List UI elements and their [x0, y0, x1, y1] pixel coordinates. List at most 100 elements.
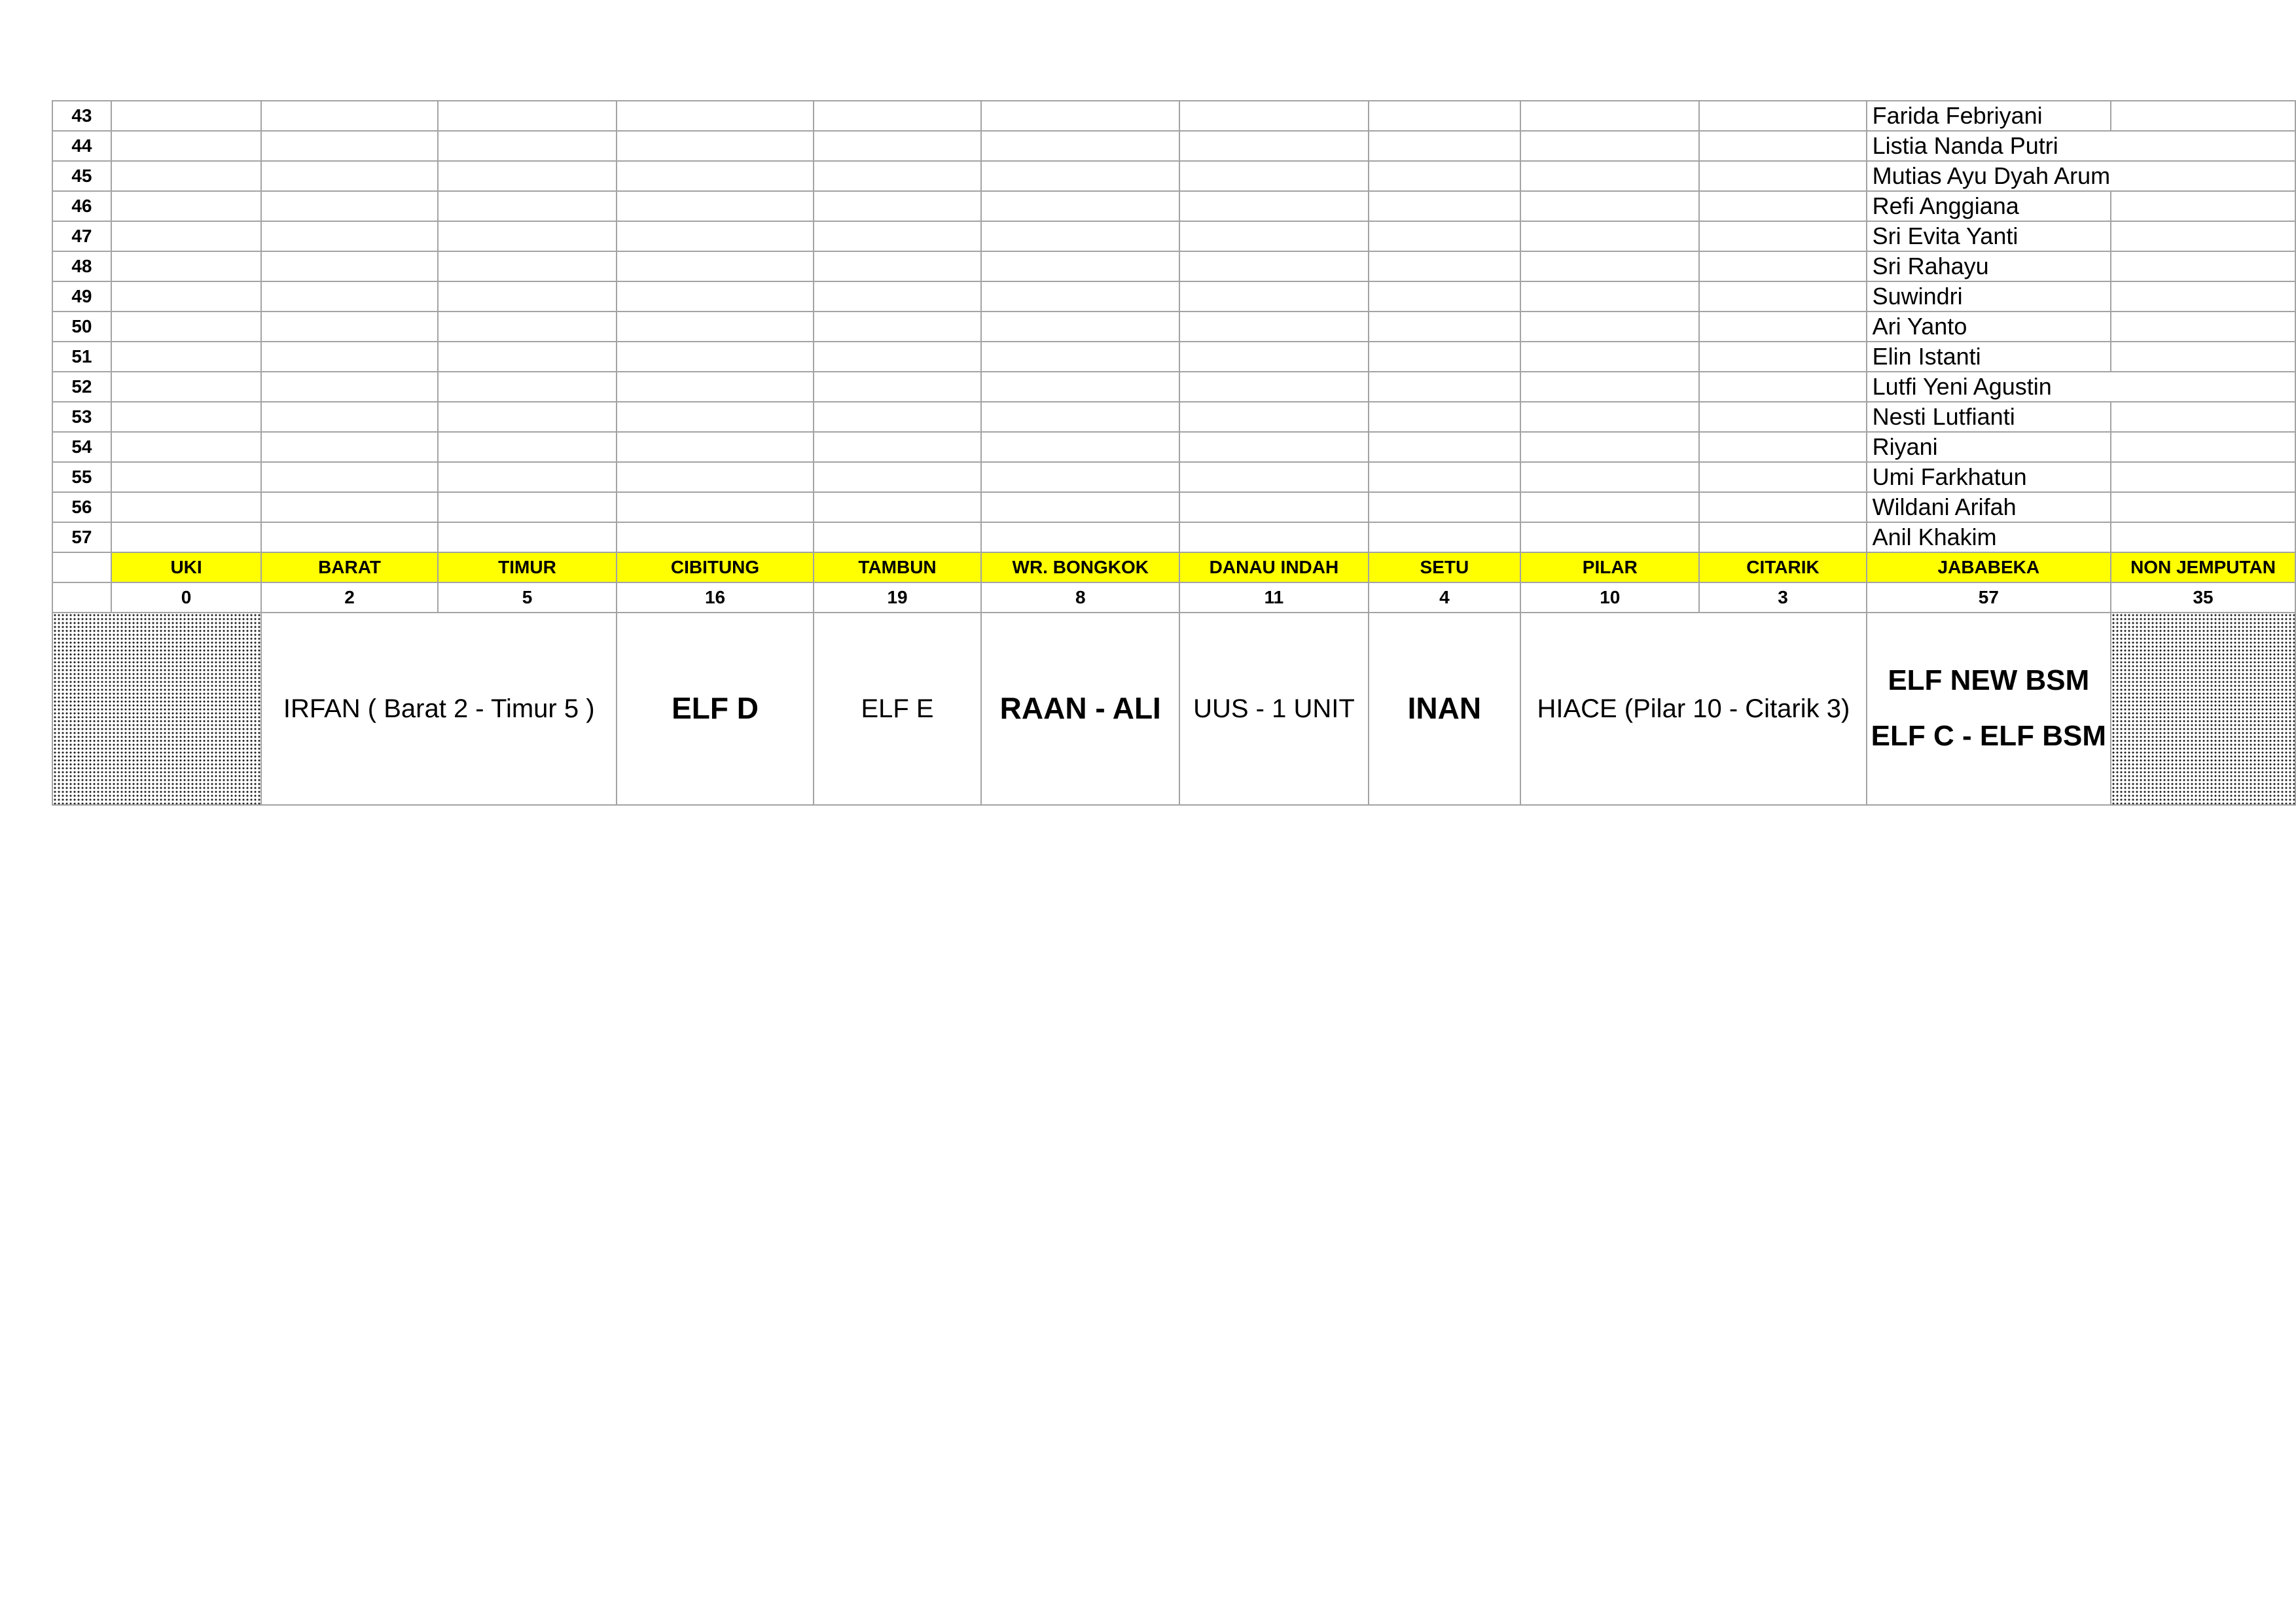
vehicle-tambun: ELF E — [812, 612, 982, 806]
empty-cell — [1179, 160, 1369, 192]
empty-cell — [1520, 401, 1700, 433]
empty-cell — [616, 221, 814, 252]
table-row: 55 Umi Farkhatun — [52, 461, 2296, 493]
empty-cell — [1367, 371, 1522, 402]
route-header-timur: TIMUR — [437, 552, 618, 583]
empty-cell — [980, 401, 1181, 433]
empty-cell — [2110, 401, 2296, 433]
header-blank-cell — [52, 552, 112, 583]
table-row: 45 Mutias Ayu Dyah Arum — [52, 160, 2296, 192]
empty-cell — [812, 130, 982, 162]
empty-cell — [1367, 130, 1522, 162]
empty-cell — [437, 491, 618, 523]
jababeka-employee-name: Farida Febriyani — [1865, 100, 2112, 132]
empty-cell — [616, 401, 814, 433]
empty-cell — [2110, 311, 2296, 342]
route-header-danau-indah: DANAU INDAH — [1179, 552, 1369, 583]
empty-cell — [1698, 281, 1867, 312]
empty-cell — [980, 431, 1181, 463]
empty-cell — [110, 281, 262, 312]
count-citarik: 3 — [1698, 582, 1867, 613]
empty-cell — [110, 401, 262, 433]
empty-cell — [616, 431, 814, 463]
empty-cell — [1698, 431, 1867, 463]
empty-cell — [1367, 100, 1522, 132]
empty-cell — [1520, 461, 1700, 493]
empty-cell — [980, 491, 1181, 523]
empty-cell — [110, 100, 262, 132]
empty-cell — [1520, 281, 1700, 312]
table-row: 51 Elin Istanti — [52, 341, 2296, 372]
empty-cell — [812, 371, 982, 402]
empty-cell — [437, 160, 618, 192]
count-tambun: 19 — [812, 582, 982, 613]
count-pilar: 10 — [1520, 582, 1700, 613]
table-row: 49 Suwindri — [52, 281, 2296, 312]
route-header-uki: UKI — [110, 552, 262, 583]
empty-cell — [260, 281, 439, 312]
row-number: 49 — [52, 281, 112, 312]
empty-cell — [812, 491, 982, 523]
jababeka-employee-name: Wildani Arifah — [1865, 491, 2112, 523]
empty-cell — [437, 190, 618, 222]
empty-cell — [1367, 251, 1522, 282]
empty-cell — [1698, 311, 1867, 342]
empty-cell — [437, 522, 618, 553]
count-setu: 4 — [1367, 582, 1522, 613]
empty-cell — [980, 461, 1181, 493]
empty-cell — [616, 461, 814, 493]
row-number: 47 — [52, 221, 112, 252]
row-number: 55 — [52, 461, 112, 493]
empty-cell — [110, 190, 262, 222]
empty-cell — [812, 221, 982, 252]
empty-cell — [1367, 401, 1522, 433]
empty-cell — [812, 311, 982, 342]
empty-cell — [1367, 221, 1522, 252]
row-number: 44 — [52, 130, 112, 162]
empty-cell — [616, 100, 814, 132]
jababeka-employee-name: Refi Anggiana — [1865, 190, 2112, 222]
table-row: 50 Ari Yanto — [52, 311, 2296, 342]
row-number: 51 — [52, 341, 112, 372]
route-header-wr-bongkok: WR. BONGKOK — [980, 552, 1181, 583]
row-number: 50 — [52, 311, 112, 342]
vehicle-danau-indah: UUS - 1 UNIT — [1179, 612, 1369, 806]
empty-cell — [1698, 100, 1867, 132]
empty-cell — [1520, 221, 1700, 252]
jababeka-employee-name: Ari Yanto — [1865, 311, 2112, 342]
empty-cell — [437, 401, 618, 433]
empty-cell — [1520, 251, 1700, 282]
empty-cell — [2110, 251, 2296, 282]
empty-cell — [1179, 281, 1369, 312]
empty-cell — [110, 251, 262, 282]
row-number: 53 — [52, 401, 112, 433]
route-header-cibitung: CIBITUNG — [616, 552, 814, 583]
empty-cell — [812, 341, 982, 372]
empty-cell — [1367, 522, 1522, 553]
empty-cell — [812, 461, 982, 493]
empty-cell — [1179, 311, 1369, 342]
empty-cell — [980, 130, 1181, 162]
count-blank-cell — [52, 582, 112, 613]
table-row: 44 Listia Nanda Putri — [52, 130, 2296, 162]
empty-cell — [2110, 461, 2296, 493]
table-row: 48 Sri Rahayu — [52, 251, 2296, 282]
empty-cell — [2110, 160, 2296, 192]
row-number: 54 — [52, 431, 112, 463]
empty-cell — [260, 221, 439, 252]
empty-cell — [2110, 371, 2296, 402]
empty-cell — [1520, 190, 1700, 222]
count-danau-indah: 11 — [1179, 582, 1369, 613]
route-header-barat: BARAT — [260, 552, 439, 583]
empty-cell — [1367, 461, 1522, 493]
empty-cell — [260, 491, 439, 523]
empty-cell — [1698, 491, 1867, 523]
empty-cell — [110, 491, 262, 523]
empty-cell — [260, 371, 439, 402]
empty-cell — [1520, 311, 1700, 342]
empty-cell — [2110, 190, 2296, 222]
empty-cell — [260, 190, 439, 222]
empty-cell — [110, 522, 262, 553]
jababeka-employee-name: Elin Istanti — [1865, 341, 2112, 372]
empty-cell — [260, 311, 439, 342]
